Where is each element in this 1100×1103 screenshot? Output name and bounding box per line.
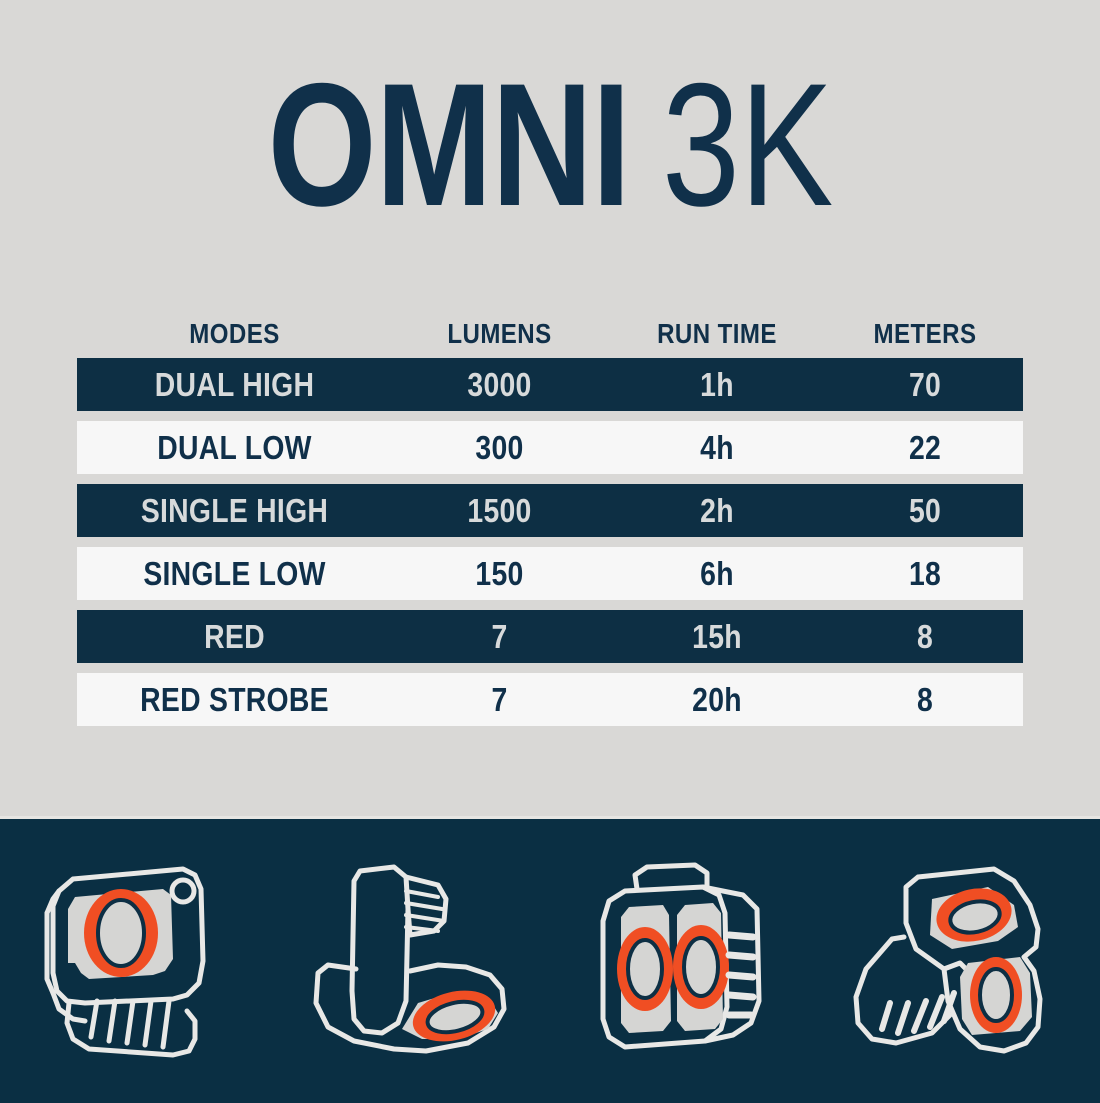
product-illustration-row <box>0 841 1100 1091</box>
cell-lumens: 7 <box>491 680 508 718</box>
cell-lumens: 1500 <box>467 491 532 529</box>
table-row: DUAL HIGH 3000 1h 70 <box>77 358 1023 411</box>
cell-meters: 18 <box>908 554 942 592</box>
table-row: RED 7 15h 8 <box>77 610 1023 663</box>
cell-mode: DUAL HIGH <box>154 365 315 403</box>
cell-meters: 8 <box>916 680 934 718</box>
table-row: SINGLE HIGH 1500 2h 50 <box>77 484 1023 537</box>
table-header-row: MODES LUMENS RUN TIME METERS <box>77 310 1023 358</box>
table-row: DUAL LOW 300 4h 22 <box>77 421 1023 474</box>
page-title: OMNI 3K <box>267 58 833 233</box>
headlamp-pair-view-icon <box>848 851 1078 1081</box>
cell-meters: 22 <box>908 428 942 466</box>
cell-mode: SINGLE LOW <box>143 554 326 592</box>
specs-table: MODES LUMENS RUN TIME METERS DUAL HIGH 3… <box>77 310 1023 736</box>
product-illustration-panel <box>0 816 1100 1103</box>
cell-mode: SINGLE HIGH <box>140 491 329 529</box>
cell-lumens: 150 <box>475 554 524 592</box>
column-header-meters: METERS <box>873 318 977 349</box>
cell-mode: DUAL LOW <box>157 428 312 466</box>
cell-run-time: 4h <box>700 428 734 466</box>
cell-meters: 70 <box>908 365 942 403</box>
column-header-lumens: LUMENS <box>447 318 552 349</box>
cell-run-time: 6h <box>700 554 734 592</box>
cell-lumens: 3000 <box>467 365 532 403</box>
table-row: SINGLE LOW 150 6h 18 <box>77 547 1023 600</box>
cell-meters: 8 <box>916 617 934 655</box>
cell-mode: RED STROBE <box>140 680 329 718</box>
cell-meters: 50 <box>908 491 942 529</box>
headlamp-front-view-icon <box>23 851 253 1081</box>
cell-run-time: 2h <box>700 491 734 529</box>
product-title-secondary: 3K <box>661 47 833 243</box>
cell-lumens: 7 <box>491 617 508 655</box>
column-header-run-time: RUN TIME <box>657 318 777 349</box>
table-row: RED STROBE 7 20h 8 <box>77 673 1023 726</box>
title-area: OMNI 3K <box>0 0 1100 290</box>
headlamp-dual-lens-view-icon <box>573 851 803 1081</box>
cell-lumens: 300 <box>475 428 524 466</box>
cell-run-time: 20h <box>692 680 742 718</box>
cell-run-time: 15h <box>692 617 742 655</box>
cell-mode: RED <box>204 617 265 655</box>
product-title-primary: OMNI <box>267 47 630 243</box>
cell-run-time: 1h <box>700 365 734 403</box>
headlamp-angled-view-icon <box>298 851 528 1081</box>
column-header-modes: MODES <box>189 318 280 349</box>
